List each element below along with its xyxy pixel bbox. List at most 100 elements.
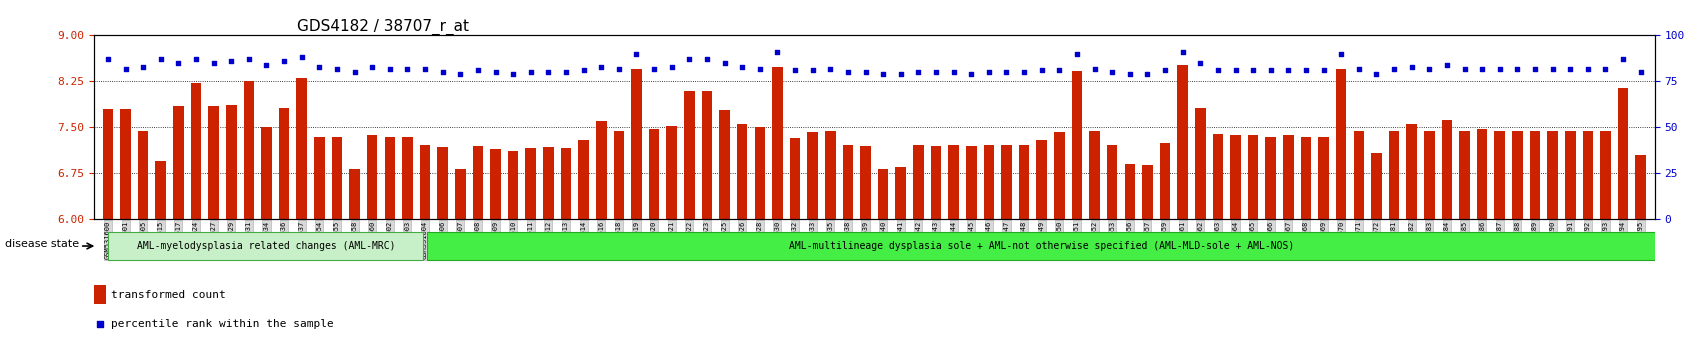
Bar: [578, 140, 588, 219]
Point: [851, 69, 878, 75]
Bar: [1001, 145, 1011, 219]
Bar: [754, 127, 764, 219]
Point: [218, 58, 246, 64]
Bar: [1635, 155, 1645, 219]
Bar: [244, 81, 254, 219]
Bar: [1229, 135, 1240, 219]
Point: [1115, 71, 1142, 77]
Bar: [1246, 135, 1258, 219]
FancyBboxPatch shape: [426, 232, 1656, 261]
Bar: [1124, 164, 1134, 219]
Point: [692, 57, 720, 62]
Point: [1379, 66, 1407, 72]
Bar: [1299, 137, 1311, 219]
Point: [587, 64, 614, 69]
Bar: [1352, 131, 1364, 219]
Point: [358, 64, 385, 69]
Point: [622, 51, 650, 57]
Bar: [1599, 131, 1610, 219]
Bar: [1335, 69, 1345, 219]
Point: [1168, 49, 1195, 55]
Point: [130, 64, 157, 69]
Point: [764, 49, 791, 55]
Point: [87, 321, 114, 326]
Point: [534, 69, 561, 75]
Point: [1538, 66, 1565, 72]
Point: [745, 66, 772, 72]
Point: [113, 66, 140, 72]
Point: [728, 64, 755, 69]
Bar: [595, 121, 607, 219]
Bar: [1159, 143, 1170, 219]
Point: [1345, 66, 1373, 72]
Bar: [1546, 131, 1557, 219]
Bar: [895, 167, 905, 219]
Point: [658, 64, 685, 69]
Bar: [367, 135, 377, 219]
Point: [1502, 66, 1529, 72]
Point: [288, 55, 315, 60]
Bar: [350, 169, 360, 219]
Bar: [225, 105, 237, 219]
Point: [1396, 64, 1424, 69]
Bar: [631, 69, 641, 219]
Bar: [1405, 124, 1417, 219]
Bar: [1494, 131, 1504, 219]
Bar: [94, 285, 106, 304]
Bar: [1616, 87, 1628, 219]
Point: [235, 57, 263, 62]
Point: [324, 66, 351, 72]
Bar: [931, 146, 941, 219]
Bar: [772, 67, 783, 219]
Bar: [331, 137, 343, 219]
Bar: [1265, 137, 1275, 219]
Point: [199, 60, 227, 66]
Point: [1134, 71, 1161, 77]
Bar: [119, 109, 131, 219]
Bar: [508, 151, 518, 219]
Bar: [1458, 131, 1470, 219]
Bar: [684, 91, 694, 219]
Point: [1240, 68, 1267, 73]
Bar: [701, 91, 711, 219]
Point: [569, 68, 597, 73]
Bar: [614, 131, 624, 219]
Bar: [297, 78, 307, 219]
Bar: [1582, 131, 1592, 219]
Bar: [1388, 131, 1398, 219]
Point: [1081, 66, 1108, 72]
Point: [147, 57, 174, 62]
FancyBboxPatch shape: [107, 232, 423, 261]
Bar: [384, 137, 396, 219]
Point: [887, 71, 914, 77]
Bar: [1477, 129, 1487, 219]
Point: [1098, 69, 1125, 75]
Bar: [1194, 108, 1205, 219]
Point: [428, 69, 455, 75]
Bar: [1037, 140, 1047, 219]
Point: [1521, 66, 1548, 72]
Point: [1257, 68, 1284, 73]
Bar: [314, 137, 324, 219]
Bar: [1371, 153, 1381, 219]
Point: [817, 66, 844, 72]
Point: [500, 71, 527, 77]
Point: [411, 66, 438, 72]
Point: [1309, 68, 1337, 73]
Point: [165, 60, 193, 66]
Point: [1274, 68, 1301, 73]
Text: AML-myelodysplasia related changes (AML-MRC): AML-myelodysplasia related changes (AML-…: [136, 241, 396, 251]
Point: [1187, 60, 1214, 66]
Point: [904, 69, 931, 75]
Bar: [1282, 135, 1292, 219]
Point: [922, 69, 950, 75]
Bar: [789, 138, 800, 219]
Point: [517, 69, 544, 75]
Point: [1326, 51, 1354, 57]
Point: [1432, 62, 1459, 68]
Bar: [1141, 165, 1153, 219]
Bar: [261, 127, 271, 219]
Bar: [525, 148, 535, 219]
Point: [1028, 68, 1055, 73]
Point: [992, 69, 1020, 75]
